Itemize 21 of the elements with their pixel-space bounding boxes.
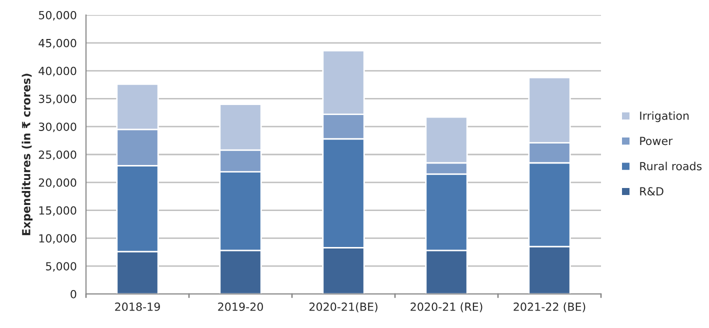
legend-label: Rural roads xyxy=(640,162,702,170)
x-tick-label: 2020-21 (RE) xyxy=(410,302,482,312)
y-tick-label: 0 xyxy=(70,290,76,298)
y-tick-label: 30,000 xyxy=(38,122,76,132)
y-tick-label: 15,000 xyxy=(39,206,76,216)
x-tick-label: 2021-22 (BE) xyxy=(514,302,586,312)
legend-label: R&D xyxy=(640,187,664,196)
x-tick-label: 2018-19 xyxy=(115,302,160,311)
y-axis-title: Expenditures (in ₹ crores) xyxy=(22,74,33,236)
legend-label: Power xyxy=(640,136,673,146)
y-tick-label: 35,000 xyxy=(38,94,76,104)
y-tick-label: 40,000 xyxy=(38,66,76,76)
y-tick-label: 10,000 xyxy=(39,234,76,244)
legend-label: Irrigation xyxy=(640,111,689,122)
y-tick-label: 50,000 xyxy=(38,10,76,21)
y-tick-label: 45,000 xyxy=(38,38,76,48)
x-tick-label: 2019-20 xyxy=(218,302,263,311)
y-tick-label: 5,000 xyxy=(46,262,76,272)
y-tick-label: 25,000 xyxy=(38,150,76,160)
y-tick-label: 20,000 xyxy=(38,178,76,188)
x-tick-label: 2020-21(BE) xyxy=(309,302,378,312)
